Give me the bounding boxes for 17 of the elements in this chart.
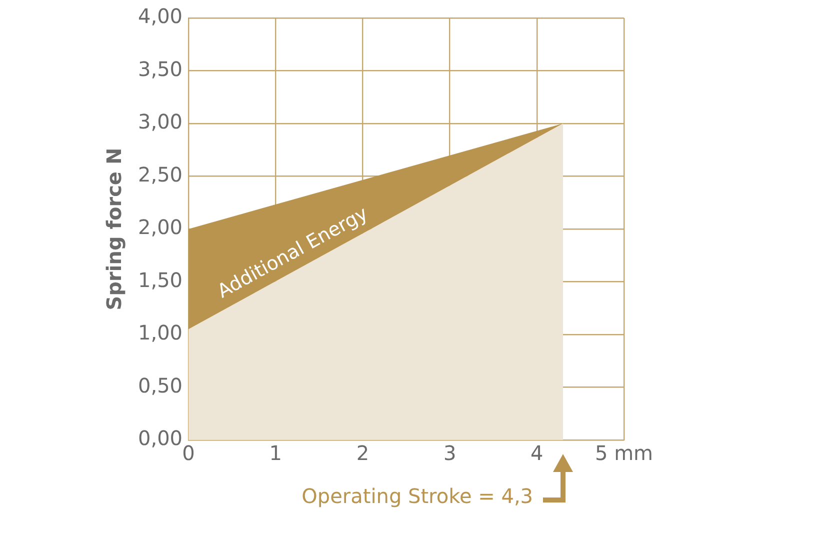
x-tick-label: 0	[182, 441, 195, 466]
y-tick-label: 0,00	[138, 426, 183, 450]
y-tick-label: 1,00	[138, 320, 183, 345]
y-tick-label: 1,50	[138, 268, 183, 292]
x-tick-label: 2	[356, 441, 370, 466]
y-axis-title: Spring force N	[102, 148, 126, 310]
y-tick-label: 3,00	[138, 110, 183, 134]
y-tick-label: 0,50	[138, 373, 183, 398]
y-tick-label: 2,50	[138, 162, 183, 186]
x-tick-label: 1	[269, 441, 282, 466]
x-tick-label: 3	[443, 441, 456, 466]
y-tick-label: 3,50	[138, 56, 183, 81]
x-tick-label: 5 mm	[594, 441, 654, 466]
x-tick-label: 4	[530, 441, 544, 466]
y-tick-label: 4,00	[138, 4, 183, 28]
y-tick-label: 2,00	[138, 215, 183, 240]
annotation: Operating Stroke = 4,3	[302, 484, 534, 508]
